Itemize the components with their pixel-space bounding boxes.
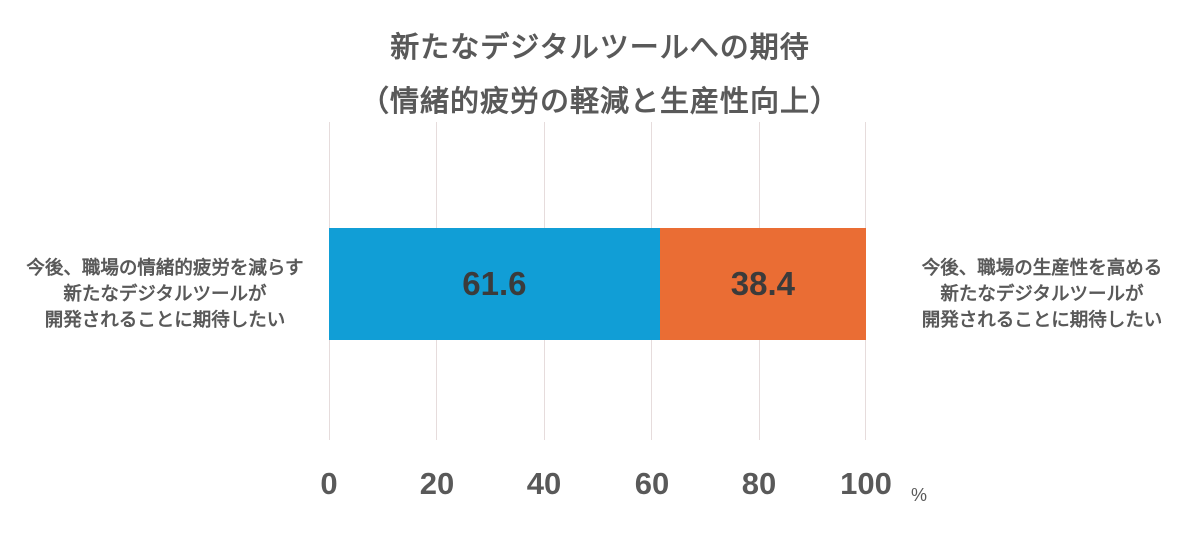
bar-segment-emotional-fatigue: 61.6: [329, 228, 660, 340]
bar-segment-productivity: 38.4: [659, 228, 866, 340]
chart-subtitle: （情緒的疲労の軽減と生産性向上）: [359, 84, 840, 118]
x-tick-label: 20: [419, 466, 455, 501]
data-label-emotional-fatigue: 61.6: [462, 265, 527, 302]
plot-area: 61.6 38.4: [329, 122, 866, 440]
x-tick-label: 40: [526, 466, 562, 501]
x-tick-label: 100: [840, 466, 892, 501]
label-line: 新たなデジタルツールが: [63, 284, 267, 305]
label-line: 開発されることに期待したい: [921, 310, 1163, 331]
stacked-bar: 61.6 38.4: [329, 228, 866, 340]
x-tick-label: 60: [634, 466, 670, 501]
label-line: 開発されることに期待したい: [44, 310, 286, 331]
label-line: 今後、職場の生産性を高める: [921, 258, 1163, 279]
label-line: 今後、職場の情緒的疲労を減らす: [26, 258, 304, 279]
category-label-emotional-fatigue: 今後、職場の情緒的疲労を減らす 新たなデジタルツールが 開発されることに期待した…: [0, 256, 330, 334]
x-axis-unit: %: [911, 485, 928, 505]
label-line: 新たなデジタルツールが: [940, 284, 1144, 305]
chart-title: 新たなデジタルツールへの期待: [390, 30, 810, 64]
category-label-productivity: 今後、職場の生産性を高める 新たなデジタルツールが 開発されることに期待したい: [884, 256, 1200, 334]
x-tick-label: 80: [741, 466, 777, 501]
x-tick-label: 0: [320, 466, 338, 501]
data-label-productivity: 38.4: [730, 265, 795, 302]
